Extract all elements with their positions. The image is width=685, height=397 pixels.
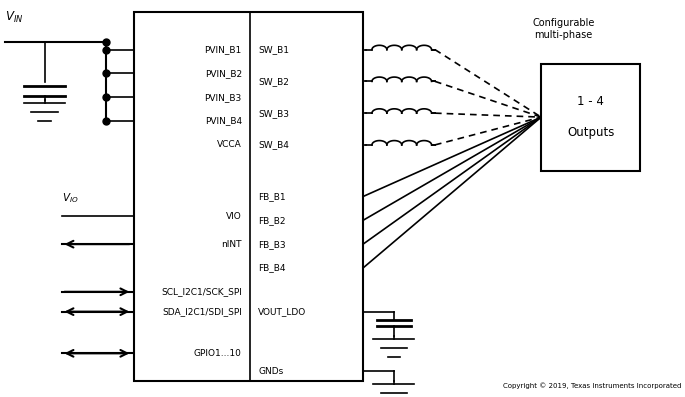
- Text: SW_B2: SW_B2: [258, 77, 289, 86]
- Text: SCL_I2C1/SCK_SPI: SCL_I2C1/SCK_SPI: [161, 287, 242, 296]
- Text: FB_B3: FB_B3: [258, 240, 286, 249]
- Bar: [134, 12, 363, 381]
- Text: GNDs: GNDs: [258, 367, 284, 376]
- Text: FB_B4: FB_B4: [258, 264, 286, 272]
- Text: SDA_I2C1/SDI_SPI: SDA_I2C1/SDI_SPI: [162, 307, 242, 316]
- Text: GPIO1...10: GPIO1...10: [194, 349, 242, 358]
- Text: SW_B3: SW_B3: [258, 109, 289, 118]
- Text: nINT: nINT: [221, 240, 242, 249]
- Text: SW_B1: SW_B1: [258, 45, 289, 54]
- Text: Configurable
multi-phase: Configurable multi-phase: [532, 18, 595, 40]
- Text: FB_B1: FB_B1: [258, 192, 286, 201]
- Text: PVIN_B4: PVIN_B4: [205, 117, 242, 125]
- Text: $V_{IO}$: $V_{IO}$: [62, 192, 78, 205]
- Text: SW_B4: SW_B4: [258, 141, 289, 149]
- Bar: [541, 64, 640, 171]
- Text: VIO: VIO: [226, 212, 242, 221]
- Text: VCCA: VCCA: [217, 141, 242, 149]
- Text: Outputs: Outputs: [567, 127, 614, 139]
- Text: PVIN_B1: PVIN_B1: [205, 45, 242, 54]
- Text: Copyright © 2019, Texas Instruments Incorporated: Copyright © 2019, Texas Instruments Inco…: [503, 382, 682, 389]
- Text: $V_{IN}$: $V_{IN}$: [5, 10, 24, 25]
- Text: PVIN_B2: PVIN_B2: [205, 69, 242, 78]
- Text: FB_B2: FB_B2: [258, 216, 286, 225]
- Text: 1 - 4: 1 - 4: [577, 95, 604, 108]
- Text: PVIN_B3: PVIN_B3: [205, 93, 242, 102]
- Text: VOUT_LDO: VOUT_LDO: [258, 307, 306, 316]
